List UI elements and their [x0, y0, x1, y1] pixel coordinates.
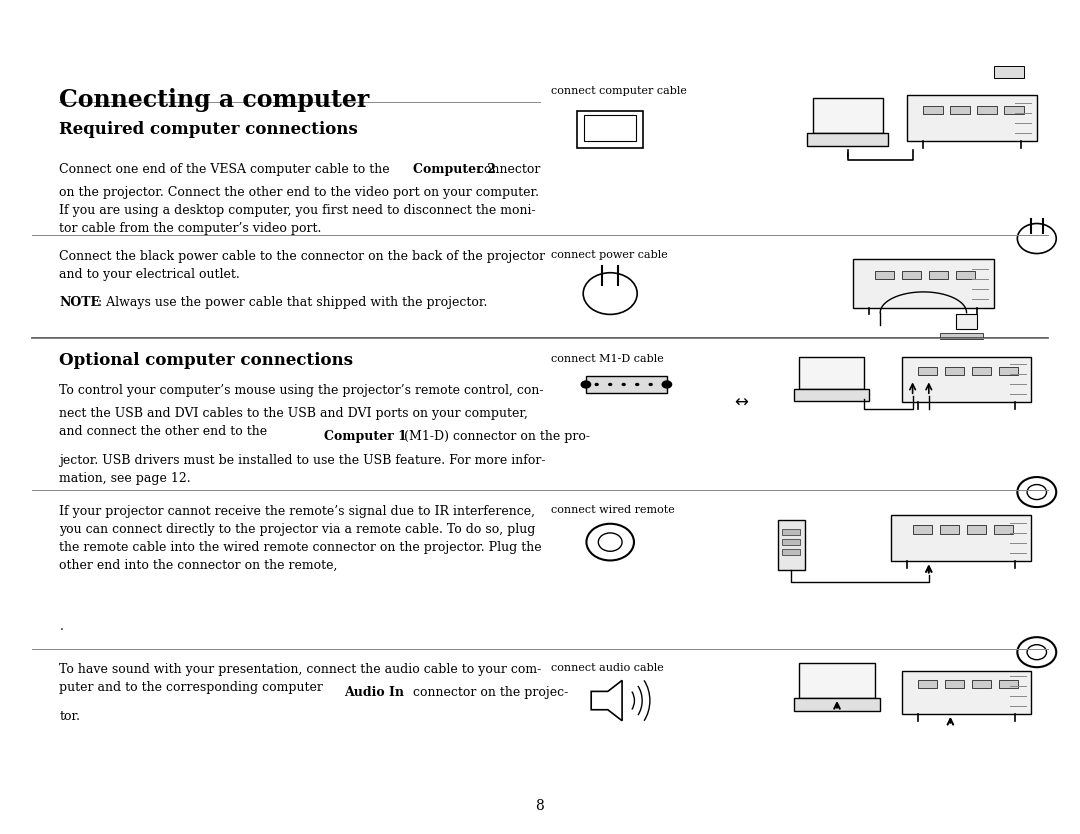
- Bar: [950, 106, 970, 114]
- Bar: [907, 95, 1037, 141]
- Text: Connect one end of the VESA computer cable to the: Connect one end of the VESA computer cab…: [59, 163, 394, 176]
- Text: 8: 8: [536, 799, 544, 813]
- Text: connect power cable: connect power cable: [551, 250, 667, 260]
- Text: Audio In: Audio In: [345, 686, 405, 700]
- Text: connector: connector: [473, 163, 540, 176]
- Bar: [782, 539, 800, 545]
- Circle shape: [649, 383, 653, 386]
- Bar: [913, 525, 932, 534]
- Bar: [994, 66, 1024, 78]
- Bar: [972, 680, 991, 688]
- Text: If your projector cannot receive the remote’s signal due to IR interference,
you: If your projector cannot receive the rem…: [59, 505, 542, 571]
- Bar: [794, 389, 869, 401]
- Bar: [956, 314, 977, 329]
- Bar: [923, 106, 943, 114]
- Bar: [967, 525, 986, 534]
- Text: jector. USB drivers must be installed to use the USB feature. For more infor-
ma: jector. USB drivers must be installed to…: [59, 454, 545, 485]
- Text: .: .: [59, 620, 64, 633]
- Bar: [794, 698, 880, 711]
- Text: Optional computer connections: Optional computer connections: [59, 352, 353, 369]
- Text: Connecting a computer: Connecting a computer: [59, 88, 369, 112]
- Circle shape: [595, 383, 599, 386]
- Text: connect wired remote: connect wired remote: [551, 505, 675, 515]
- Bar: [956, 271, 975, 279]
- Circle shape: [608, 383, 612, 386]
- Bar: [853, 259, 994, 308]
- Text: To have sound with your presentation, connect the audio cable to your com-
puter: To have sound with your presentation, co…: [59, 663, 542, 694]
- Bar: [972, 367, 991, 375]
- Text: NOTE: NOTE: [59, 296, 100, 309]
- Text: Computer 2: Computer 2: [413, 163, 496, 176]
- Bar: [940, 333, 983, 339]
- Bar: [902, 356, 1031, 402]
- Bar: [778, 520, 805, 570]
- Bar: [808, 133, 889, 146]
- Circle shape: [581, 380, 592, 389]
- Bar: [929, 271, 948, 279]
- Bar: [918, 680, 937, 688]
- Text: : Always use the power cable that shipped with the projector.: : Always use the power cable that shippe…: [98, 296, 488, 309]
- Bar: [586, 376, 667, 393]
- Bar: [1004, 106, 1024, 114]
- Bar: [891, 515, 1031, 561]
- Bar: [940, 525, 959, 534]
- Text: Connect the black power cable to the connector on the back of the projector
and : Connect the black power cable to the con…: [59, 250, 545, 281]
- Circle shape: [662, 380, 672, 389]
- Circle shape: [635, 383, 639, 386]
- Bar: [782, 529, 800, 535]
- Text: Computer 1: Computer 1: [324, 430, 407, 444]
- Text: Required computer connections: Required computer connections: [59, 121, 359, 138]
- Bar: [977, 106, 997, 114]
- Bar: [918, 367, 937, 375]
- Text: ↔: ↔: [734, 394, 748, 412]
- Text: (M1-D) connector on the pro-: (M1-D) connector on the pro-: [400, 430, 590, 444]
- Bar: [875, 271, 894, 279]
- Text: connect computer cable: connect computer cable: [551, 86, 687, 96]
- Text: nect the USB and DVI cables to the USB and DVI ports on your computer,
and conne: nect the USB and DVI cables to the USB a…: [59, 407, 528, 438]
- Text: connect audio cable: connect audio cable: [551, 663, 663, 673]
- Bar: [577, 111, 644, 148]
- Bar: [782, 549, 800, 555]
- Bar: [999, 367, 1018, 375]
- Text: on the projector. Connect the other end to the video port on your computer.
If y: on the projector. Connect the other end …: [59, 186, 539, 235]
- Text: To control your computer’s mouse using the projector’s remote control, con-: To control your computer’s mouse using t…: [59, 384, 544, 397]
- Bar: [584, 115, 636, 141]
- Circle shape: [622, 383, 626, 386]
- Bar: [813, 98, 883, 133]
- Bar: [799, 663, 875, 698]
- Polygon shape: [591, 681, 622, 721]
- Bar: [799, 357, 864, 389]
- Text: connector on the projec-: connector on the projec-: [409, 686, 568, 700]
- Bar: [999, 680, 1018, 688]
- Text: tor.: tor.: [59, 710, 80, 723]
- Bar: [902, 671, 1031, 714]
- Bar: [902, 271, 921, 279]
- Bar: [945, 367, 964, 375]
- Bar: [994, 525, 1013, 534]
- Text: connect M1-D cable: connect M1-D cable: [551, 354, 663, 364]
- Bar: [945, 680, 964, 688]
